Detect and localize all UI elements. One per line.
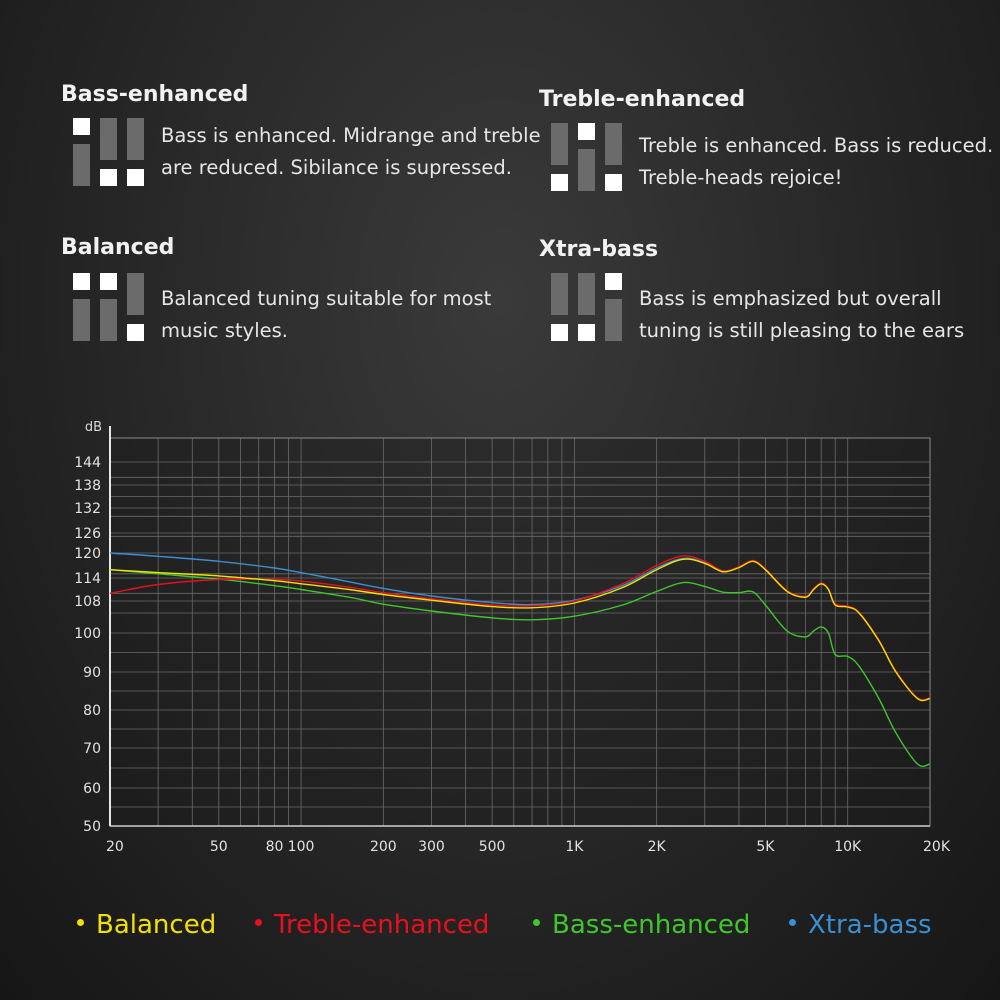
mode-description-line: tuning is still pleasing to the ears (639, 319, 965, 342)
y-tick-label: 108 (74, 594, 101, 610)
x-tick-label: 500 (479, 839, 506, 855)
mode-balanced: Balanced Balanced tuning suitable for mo… (61, 235, 541, 355)
y-tick-label: 120 (74, 546, 101, 562)
legend-item-balanced: Balanced (77, 910, 216, 940)
plot-area (110, 438, 930, 826)
eq-balanced-icon (73, 273, 144, 341)
frequency-response-chart: dB 50 60 70 80 90 100 108 114 120 126 132 138 144 20 50… (74, 420, 951, 855)
mode-description-line: Bass is emphasized but overall (639, 287, 942, 310)
mode-title: Treble-enhanced (539, 87, 746, 112)
series-line-balanced (109, 558, 931, 702)
y-tick-label: 114 (74, 571, 101, 587)
legend-item-bass-enhanced: Bass-enhanced (533, 910, 750, 940)
chart-series (109, 552, 931, 767)
y-axis-label: dB (85, 420, 102, 435)
mode-bass-enhanced: Bass-enhanced Bass is enhanced. Midrange… (61, 82, 541, 202)
eq-xtra-bass-icon (551, 273, 622, 341)
chart-grid (109, 437, 931, 827)
x-tick-label: 100 (288, 839, 315, 855)
series-line-bass-enhanced (109, 569, 931, 767)
mode-title: Balanced (61, 235, 175, 260)
x-tick-label: 20K (923, 839, 951, 855)
mode-description-line: are reduced. Sibilance is supressed. (161, 156, 512, 179)
legend-item-treble-enhanced: Treble-enhanced (255, 910, 489, 940)
x-tick-label: 20 (106, 839, 124, 855)
chart-legend: Balanced Treble-enhanced Bass-enhanced X… (0, 910, 1000, 954)
mode-treble-enhanced: Treble-enhanced Treble is enhanced. Bass… (539, 87, 994, 207)
y-tick-label: 132 (74, 501, 101, 517)
legend-label: Bass-enhanced (552, 910, 751, 940)
x-tick-label: 80 (266, 839, 284, 855)
y-tick-label: 60 (83, 781, 101, 797)
y-tick-label: 144 (74, 455, 101, 471)
series-line-treble-enhanced (109, 555, 931, 701)
mode-title: Bass-enhanced (61, 82, 249, 107)
legend-item-xtra-bass: Xtra-bass (789, 910, 932, 940)
mode-description-line: Treble is enhanced. Bass is reduced. (639, 134, 994, 157)
legend-label: Balanced (96, 910, 217, 940)
x-tick-label: 5K (756, 839, 775, 855)
mode-description: Balanced tuning suitable for most music … (161, 283, 491, 347)
y-tick-label: 70 (83, 741, 101, 757)
y-tick-label: 100 (74, 626, 101, 642)
y-tick-label: 90 (83, 665, 101, 681)
legend-dot (789, 919, 796, 926)
legend-dot (255, 919, 262, 926)
legend-label: Treble-enhanced (274, 910, 490, 940)
mode-description-line: Treble-heads rejoice! (639, 166, 843, 189)
y-tick-label: 50 (83, 819, 101, 835)
x-tick-label: 50 (210, 839, 228, 855)
x-tick-label: 2K (648, 839, 667, 855)
mode-title: Xtra-bass (539, 237, 659, 262)
eq-treble-enhanced-icon (551, 123, 622, 191)
legend-label: Xtra-bass (808, 910, 932, 940)
mode-description: Bass is emphasized but overall tuning is… (639, 283, 964, 347)
legend-dot (77, 919, 84, 926)
y-tick-label: 126 (74, 526, 101, 542)
mode-description-line: Bass is enhanced. Midrange and treble (161, 124, 541, 147)
chart-axes (109, 426, 930, 827)
mode-xtra-bass: Xtra-bass Bass is emphasized but overall… (539, 237, 994, 357)
y-tick-label: 138 (74, 478, 101, 494)
mode-description: Treble is enhanced. Bass is reduced. Tre… (639, 130, 993, 194)
x-tick-label: 200 (370, 839, 397, 855)
x-tick-label: 1K (565, 839, 584, 855)
chart-tick-labels: dB 50 60 70 80 90 100 108 114 120 126 132 138 144 20 50… (74, 420, 951, 855)
eq-bass-enhanced-icon (73, 118, 144, 186)
x-tick-label: 10K (834, 839, 862, 855)
y-tick-label: 80 (83, 703, 101, 719)
mode-description: Bass is enhanced. Midrange and treble ar… (161, 120, 541, 184)
x-tick-label: 300 (418, 839, 445, 855)
legend-dot (533, 919, 540, 926)
mode-description-line: Balanced tuning suitable for most (161, 287, 492, 310)
mode-description-line: music styles. (161, 319, 288, 342)
